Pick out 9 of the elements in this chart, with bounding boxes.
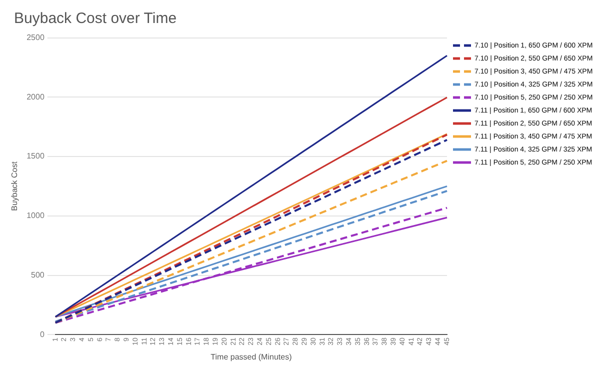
chart-title: Buyback Cost over Time [14, 10, 177, 27]
y-tick-label: 500 [31, 270, 45, 280]
y-tick-label: 1500 [26, 152, 45, 161]
x-axis-title: Time passed (Minutes) [210, 352, 292, 362]
y-tick-label: 1000 [26, 211, 45, 220]
y-tick-label: 2500 [26, 33, 45, 42]
y-tick-label: 0 [40, 330, 45, 339]
y-tick-label: 2000 [26, 92, 45, 102]
y-axis-title: Buyback Cost [10, 160, 20, 211]
